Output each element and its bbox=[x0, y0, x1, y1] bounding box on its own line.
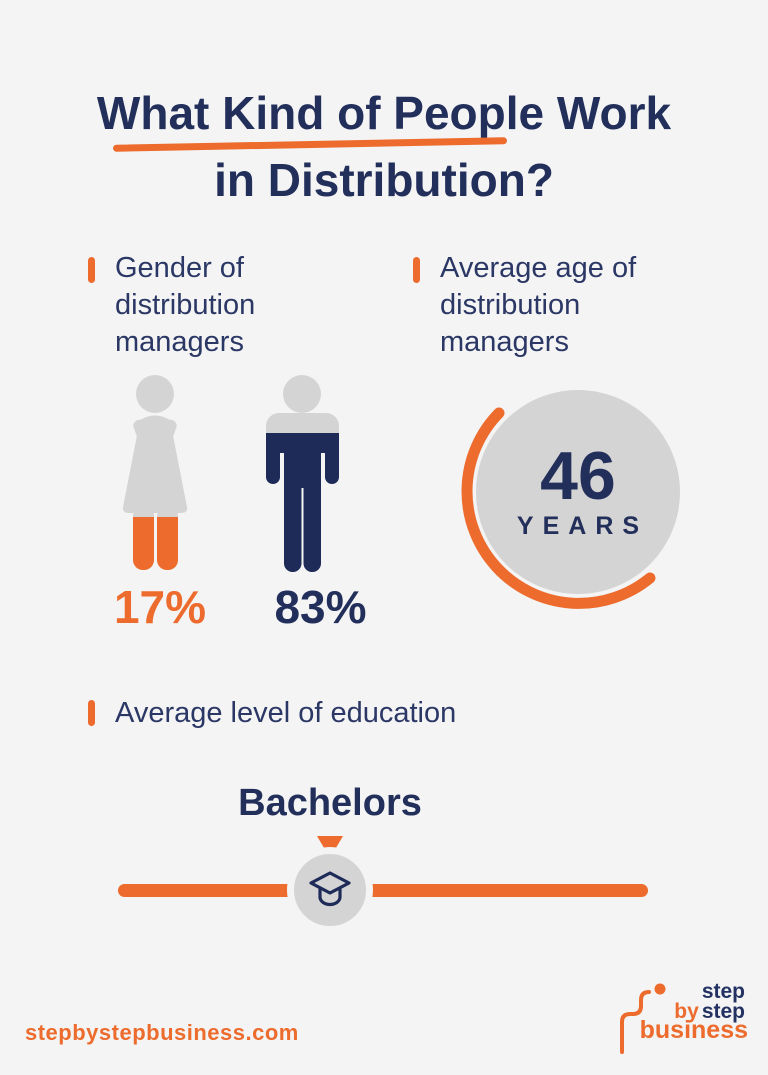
page-title-line1-text: What Kind of People Work bbox=[96, 87, 672, 139]
logo-by: by bbox=[674, 1000, 699, 1023]
logo-business: business bbox=[639, 1016, 748, 1044]
age-unit-label: YEARS bbox=[516, 511, 649, 540]
education-level-value: Bachelors bbox=[238, 782, 422, 824]
education-timeline-node bbox=[287, 847, 373, 933]
education-timeline-bar bbox=[118, 884, 648, 897]
page-title-line2: in Distribution? bbox=[214, 154, 554, 206]
website-url: stepbystepbusiness.com bbox=[25, 1020, 299, 1045]
education-section-marker bbox=[88, 700, 95, 726]
age-value: 46 bbox=[540, 437, 616, 514]
graduation-cap-icon bbox=[309, 871, 351, 907]
gender-section-marker bbox=[88, 257, 95, 283]
age-stat-circle: 46 YEARS bbox=[476, 390, 680, 594]
step-curve-icon bbox=[620, 983, 666, 1054]
female-percentage-value: 17% bbox=[113, 581, 207, 633]
male-figure-icon bbox=[266, 375, 339, 572]
logo-step1: step bbox=[701, 980, 745, 1003]
age-section-heading: Average age of distribution managers bbox=[440, 252, 637, 358]
page-title-line1: What Kind of People Work bbox=[0, 86, 768, 140]
education-section-heading: Average level of education bbox=[115, 697, 457, 729]
male-percentage-value: 83% bbox=[274, 581, 367, 633]
age-progress-arc bbox=[461, 407, 656, 609]
age-section-marker bbox=[413, 257, 420, 283]
female-figure-icon bbox=[122, 375, 188, 570]
logo-step2: step bbox=[701, 1000, 745, 1023]
gender-section-heading: Gender of distribution managers bbox=[115, 252, 256, 358]
logo-bystep: by step bbox=[674, 1000, 745, 1023]
